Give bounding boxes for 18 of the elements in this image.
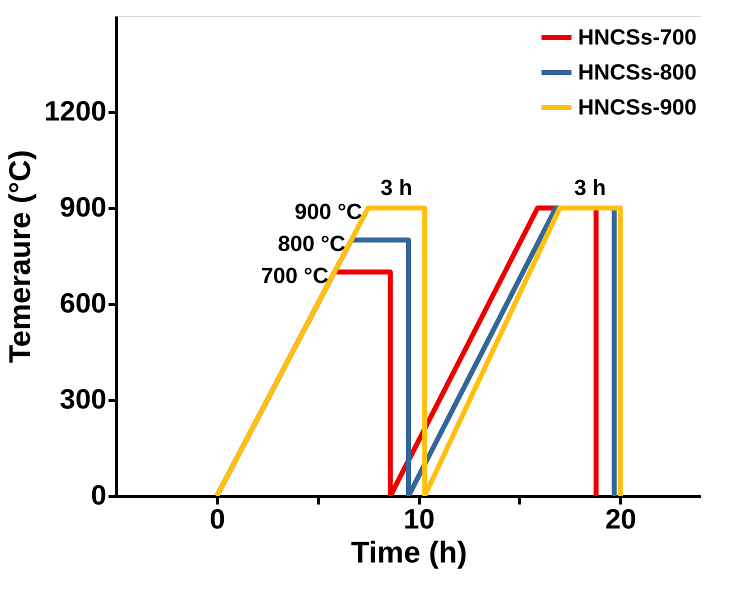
- annotation: 3 h: [380, 175, 412, 200]
- y-axis-title: Temeraure (°C): [4, 150, 38, 364]
- annotation: 700 °C: [260, 263, 329, 288]
- y-tick-label: 300: [60, 384, 106, 414]
- y-tick-label: 1200: [44, 96, 106, 126]
- legend-label: HNCSs-700: [578, 24, 697, 50]
- x-tick-label: 10: [404, 504, 435, 534]
- x-tick-label: 20: [605, 504, 636, 534]
- y-tick-label: 600: [60, 288, 106, 318]
- annotation: 900 °C: [294, 199, 362, 224]
- y-tick-label: 0: [90, 480, 106, 510]
- x-tick-label: 0: [210, 504, 226, 534]
- x-axis-title: Time (h): [350, 536, 468, 570]
- y-tick-label: 900: [60, 192, 106, 222]
- annotation: 3 h: [574, 175, 606, 200]
- legend-label: HNCSs-900: [578, 94, 697, 120]
- annotation: 800 °C: [278, 231, 346, 256]
- legend-label: HNCSs-800: [578, 60, 697, 84]
